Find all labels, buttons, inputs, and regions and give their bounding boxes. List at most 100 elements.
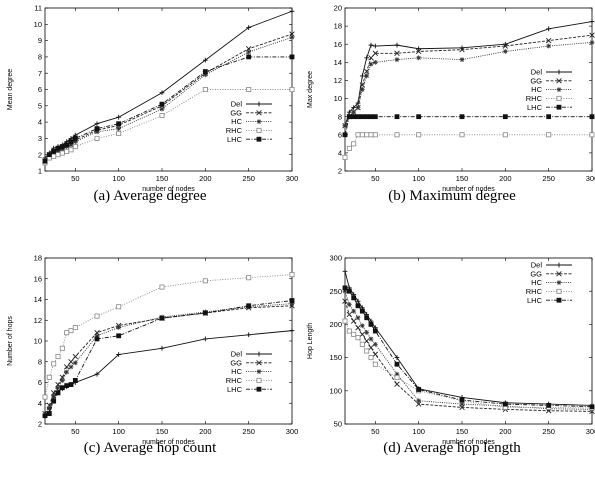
point-rhc bbox=[372, 361, 378, 367]
x-axis-label: number of nodes bbox=[142, 439, 195, 446]
point-lhc bbox=[416, 387, 422, 392]
point-rhc bbox=[94, 313, 100, 319]
series-line-lhc bbox=[44, 56, 292, 162]
y-tick-label: 4 bbox=[38, 118, 42, 127]
point-rhc bbox=[59, 345, 65, 351]
point-gg bbox=[72, 353, 79, 360]
point-lhc bbox=[589, 114, 595, 120]
point-lhc bbox=[359, 114, 365, 120]
point-del bbox=[289, 328, 295, 334]
point-del bbox=[116, 352, 122, 357]
series-line-hc bbox=[344, 291, 593, 410]
point-lhc bbox=[202, 69, 208, 74]
y-tick-label: 150 bbox=[329, 353, 342, 362]
legend-marker-del bbox=[256, 101, 262, 107]
point-lhc bbox=[364, 315, 370, 321]
point-rhc bbox=[246, 87, 252, 93]
point-del bbox=[364, 55, 370, 61]
legend-marker-gg bbox=[256, 110, 262, 116]
point-rhc bbox=[159, 284, 165, 290]
x-tick-label: 150 bbox=[456, 427, 469, 436]
x-tick-label: 200 bbox=[199, 427, 212, 436]
point-hc bbox=[46, 406, 52, 411]
point-rhc bbox=[342, 154, 348, 160]
point-lhc bbox=[394, 114, 400, 120]
point-del bbox=[116, 114, 122, 120]
point-lhc bbox=[246, 303, 252, 309]
point-gg bbox=[363, 68, 370, 75]
x-tick-label: 200 bbox=[499, 174, 512, 183]
point-hc bbox=[359, 87, 365, 92]
plot-frame bbox=[344, 7, 593, 172]
point-hc bbox=[72, 139, 78, 145]
legend-label-del: Del bbox=[231, 100, 243, 109]
point-lhc bbox=[68, 139, 74, 145]
legend-label-hc: HC bbox=[231, 367, 242, 376]
point-rhc bbox=[359, 341, 365, 347]
y-tick-label: 6 bbox=[38, 85, 42, 94]
point-gg bbox=[459, 46, 465, 53]
legend-label-del: Del bbox=[231, 350, 243, 359]
y-tick-label: 16 bbox=[34, 274, 42, 283]
point-hc bbox=[159, 106, 165, 112]
point-del bbox=[372, 43, 378, 49]
point-rhc bbox=[202, 278, 208, 284]
y-axis-label: Hop Length bbox=[307, 323, 314, 359]
point-del bbox=[416, 46, 422, 52]
y-tick-label: 200 bbox=[329, 320, 342, 329]
y-tick-label: 2 bbox=[38, 150, 42, 159]
x-tick-label: 100 bbox=[412, 174, 425, 183]
point-rhc bbox=[355, 335, 361, 341]
point-lhc bbox=[546, 114, 552, 120]
point-rhc bbox=[68, 147, 74, 153]
x-axis-label: number of nodes bbox=[142, 186, 195, 193]
point-del bbox=[159, 90, 165, 96]
point-lhc bbox=[246, 54, 252, 60]
y-tick-label: 14 bbox=[34, 295, 42, 304]
point-del bbox=[394, 355, 400, 360]
point-hc bbox=[372, 341, 378, 347]
legend-marker-lhc bbox=[256, 386, 262, 392]
series-line-hc bbox=[344, 41, 593, 126]
x-tick-label: 300 bbox=[586, 427, 595, 436]
point-hc bbox=[346, 302, 352, 307]
point-hc bbox=[502, 49, 508, 54]
point-lhc bbox=[459, 397, 465, 403]
point-rhc bbox=[246, 275, 252, 281]
point-lhc bbox=[59, 385, 65, 391]
y-tick-label: 4 bbox=[38, 399, 42, 408]
point-rhc bbox=[289, 87, 295, 93]
point-lhc bbox=[42, 413, 48, 419]
point-del bbox=[202, 57, 208, 63]
panel-caption: (b) Maximum degree bbox=[388, 188, 516, 204]
point-rhc bbox=[459, 132, 465, 138]
point-lhc bbox=[355, 114, 361, 120]
series-line-gg bbox=[344, 301, 593, 412]
y-tick-label: 4 bbox=[338, 148, 342, 157]
x-tick-label: 300 bbox=[286, 174, 299, 183]
series-line-gg bbox=[44, 305, 293, 414]
series-line-lhc bbox=[344, 287, 593, 408]
point-hc bbox=[364, 73, 370, 79]
point-hc bbox=[372, 59, 378, 65]
legend-label-gg: GG bbox=[530, 76, 542, 85]
point-gg bbox=[372, 50, 379, 56]
point-del bbox=[546, 26, 552, 32]
x-tick-label: 50 bbox=[71, 174, 79, 183]
y-tick-label: 250 bbox=[329, 287, 342, 296]
point-hc bbox=[116, 126, 122, 132]
point-rhc bbox=[51, 361, 57, 367]
point-hc bbox=[289, 34, 295, 40]
point-rhc bbox=[546, 132, 552, 138]
point-hc bbox=[355, 105, 361, 111]
legend-label-lhc: LHC bbox=[527, 296, 543, 305]
point-lhc bbox=[51, 149, 57, 154]
point-rhc bbox=[72, 325, 78, 331]
point-hc bbox=[342, 123, 348, 129]
point-rhc bbox=[346, 328, 352, 334]
point-hc bbox=[59, 147, 65, 153]
point-hc bbox=[51, 393, 57, 399]
point-rhc bbox=[64, 148, 70, 154]
